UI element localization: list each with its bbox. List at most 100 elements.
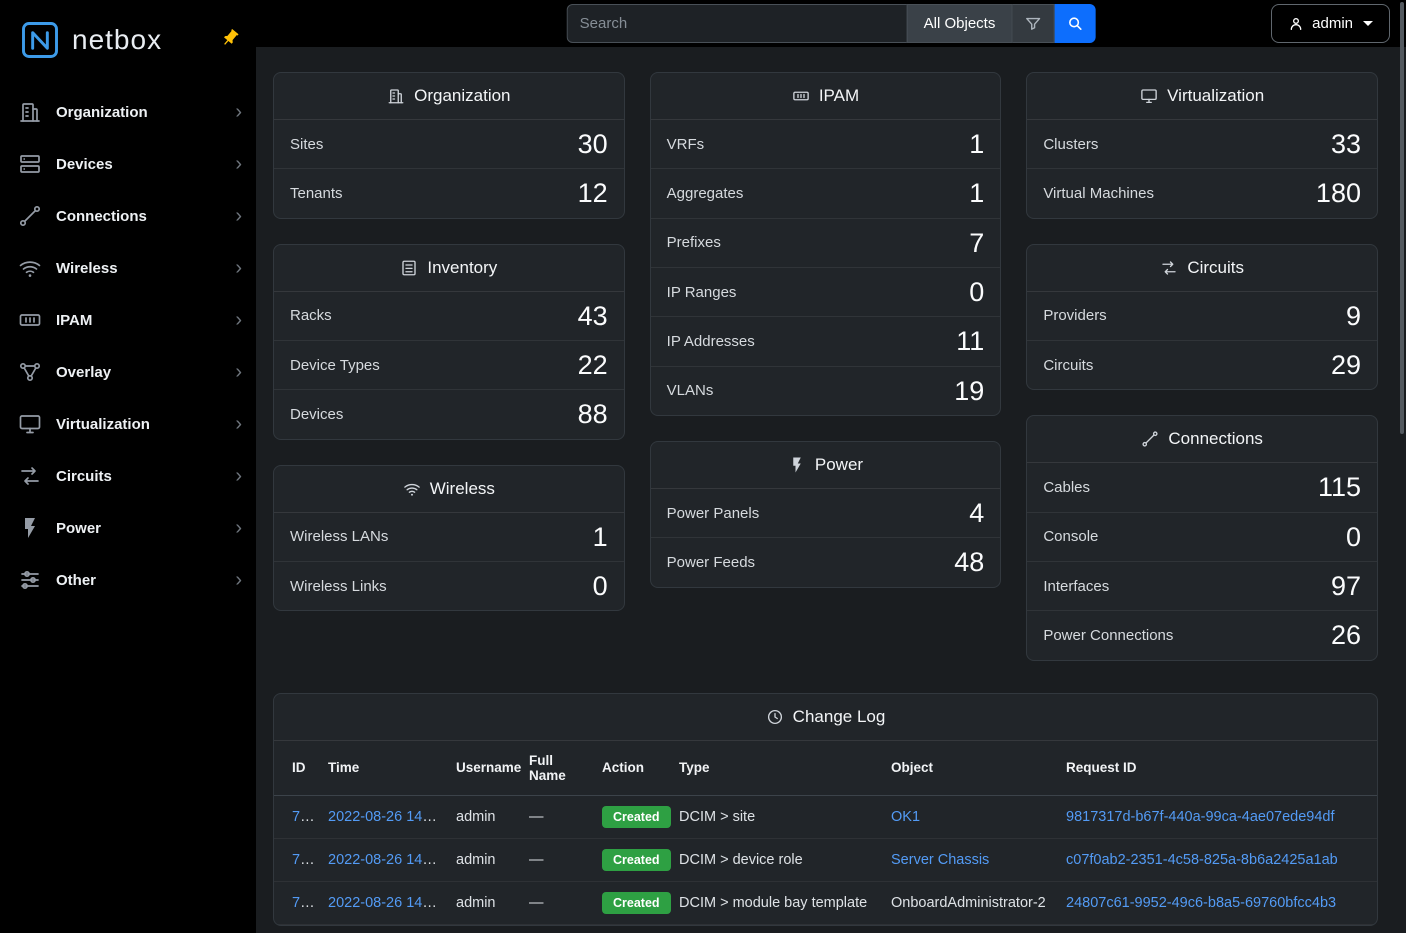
user-menu-button[interactable]: admin (1271, 4, 1390, 43)
action-badge: Created (602, 805, 671, 828)
ipam-card: IPAM VRFs 1 Aggregates 1 Prefixes 7 IP R… (649, 72, 1002, 417)
sidebar-item-label: Overlay (56, 363, 112, 381)
change-id-link[interactable]: 753 (292, 894, 317, 911)
search-input[interactable] (566, 4, 907, 43)
stat-row-racks[interactable]: Racks 43 (274, 292, 624, 340)
stat-row-ip-addresses[interactable]: IP Addresses 11 (650, 316, 1001, 365)
sidebar: netbox Organization › Devices › Connecti… (0, 0, 256, 933)
stat-row-power-connections[interactable]: Power Connections 26 (1027, 610, 1377, 659)
connections-card: Connections Cables 115 Console 0 Interfa… (1026, 415, 1378, 661)
stat-row-devices[interactable]: Devices 88 (274, 389, 624, 438)
bolt-icon (793, 457, 801, 473)
building-icon (388, 89, 404, 104)
sidebar-item-ipam[interactable]: IPAM › (0, 294, 256, 346)
wireless-card: Wireless Wireless LANs 1 Wireless Links … (273, 464, 625, 612)
stat-value: 97 (1330, 571, 1361, 602)
stat-value: 1 (969, 178, 985, 209)
netbox-logo-icon (22, 22, 58, 58)
stat-row-interfaces[interactable]: Interfaces 97 (1027, 561, 1377, 610)
stat-row-vlans[interactable]: VLANs 19 (650, 365, 1001, 415)
sidebar-item-power[interactable]: Power › (0, 502, 256, 554)
filter-button[interactable] (1012, 4, 1055, 43)
card-title: IPAM (818, 86, 860, 105)
stat-label: Console (1043, 528, 1099, 546)
object-type-button[interactable]: All Objects (906, 4, 1013, 43)
change-time-link[interactable]: 2022-08-26 14:22 (328, 808, 443, 825)
stat-row-prefixes[interactable]: Prefixes 7 (650, 217, 1001, 267)
change-type: DCIM > site (671, 795, 883, 839)
stat-value: 4 (969, 498, 985, 529)
scrollbar[interactable] (1400, 2, 1404, 434)
stat-row-clusters[interactable]: Clusters 33 (1027, 120, 1377, 168)
stat-row-ip-ranges[interactable]: IP Ranges 0 (650, 267, 1001, 316)
pin-sidebar-icon[interactable] (216, 24, 244, 52)
stat-label: IP Addresses (666, 333, 755, 351)
stat-value: 180 (1315, 178, 1361, 209)
stat-row-device-types[interactable]: Device Types 22 (274, 340, 624, 389)
ipam-card-header: IPAM (650, 73, 1001, 120)
stat-label: Virtual Machines (1043, 185, 1154, 203)
stat-row-providers[interactable]: Providers 9 (1027, 292, 1377, 340)
stat-row-vrfs[interactable]: VRFs 1 (651, 120, 1001, 168)
cable-icon (1142, 431, 1158, 447)
stat-label: Circuits (1043, 356, 1094, 374)
dashboard-column-1: Organization Sites 30 Tenants 12 Invento… (273, 72, 625, 661)
sidebar-item-circuits[interactable]: Circuits › (0, 450, 256, 502)
col-object: Object (883, 740, 1058, 796)
stat-label: Prefixes (666, 234, 721, 252)
stat-value: 19 (954, 375, 985, 406)
change-object-link[interactable]: OK1 (891, 808, 921, 825)
counter-icon (793, 91, 809, 101)
transit-icon (1162, 261, 1176, 275)
stat-row-circuits[interactable]: Circuits 29 (1027, 340, 1377, 389)
logo[interactable]: netbox (0, 0, 256, 80)
sidebar-item-devices[interactable]: Devices › (0, 138, 256, 190)
col-request-id: Request ID (1058, 740, 1377, 796)
sidebar-item-virtualization[interactable]: Virtualization › (0, 398, 256, 450)
change-id-link[interactable]: 754 (292, 851, 317, 868)
change-id-link[interactable]: 755 (292, 808, 317, 825)
stat-value: 11 (956, 326, 985, 357)
sidebar-item-connections[interactable]: Connections › (0, 190, 256, 242)
sidebar-item-organization[interactable]: Organization › (0, 86, 256, 138)
sidebar-item-label: Other (56, 571, 97, 589)
sidebar-item-wireless[interactable]: Wireless › (0, 242, 256, 294)
stat-row-aggregates[interactable]: Aggregates 1 (650, 168, 1001, 217)
request-id-link[interactable]: c07f0ab2-2351-4c58-825a-8b6a2425a1ab (1066, 851, 1338, 868)
stat-row-wireless-lans[interactable]: Wireless LANs 1 (274, 513, 624, 561)
stat-row-sites[interactable]: Sites 30 (274, 120, 624, 168)
stat-value: 7 (969, 227, 985, 258)
stat-value: 33 (1330, 129, 1361, 159)
stat-row-virtual-machines[interactable]: Virtual Machines 180 (1027, 168, 1377, 217)
change-time-link[interactable]: 2022-08-26 14:17 (328, 851, 443, 868)
request-id-link[interactable]: 9817317d-b67f-440a-99ca-4ae07ede94df (1066, 808, 1335, 825)
building-icon (18, 100, 42, 124)
stat-row-tenants[interactable]: Tenants 12 (274, 168, 624, 217)
power-card-header: Power (650, 442, 1001, 490)
request-id-link[interactable]: 24807c61-9952-49c6-b8a5-69760bfcc4b3 (1066, 894, 1337, 911)
card-title: Power (814, 455, 864, 475)
stat-row-wireless-links[interactable]: Wireless Links 0 (274, 561, 624, 610)
dashboard-column-3: Virtualization Clusters 33 Virtual Machi… (1026, 72, 1378, 661)
stat-row-power-feeds[interactable]: Power Feeds 48 (650, 537, 1001, 586)
stat-value: 88 (577, 399, 608, 430)
stat-label: Interfaces (1043, 577, 1110, 595)
change-time-link[interactable]: 2022-08-26 14:15 (328, 894, 443, 911)
card-title: Wireless (429, 478, 495, 498)
search-submit-button[interactable] (1054, 4, 1096, 43)
sidebar-item-other[interactable]: Other › (0, 554, 256, 606)
stat-label: Sites (290, 135, 324, 153)
stat-row-console[interactable]: Console 0 (1027, 511, 1377, 561)
change-object-link[interactable]: Server Chassis (891, 851, 990, 868)
stat-value: 29 (1330, 350, 1361, 381)
bolt-icon (18, 516, 42, 540)
stat-row-cables[interactable]: Cables 115 (1027, 463, 1377, 511)
sidebar-nav: Organization › Devices › Connections › W… (0, 80, 256, 606)
sidebar-item-overlay[interactable]: Overlay › (0, 346, 256, 398)
organization-card-header: Organization (274, 73, 624, 120)
chevron-right-icon: › (235, 465, 242, 487)
stat-value: 1 (969, 129, 985, 159)
stat-row-power-panels[interactable]: Power Panels 4 (651, 489, 1001, 537)
inventory-icon (402, 260, 417, 276)
chevron-right-icon: › (235, 569, 242, 591)
